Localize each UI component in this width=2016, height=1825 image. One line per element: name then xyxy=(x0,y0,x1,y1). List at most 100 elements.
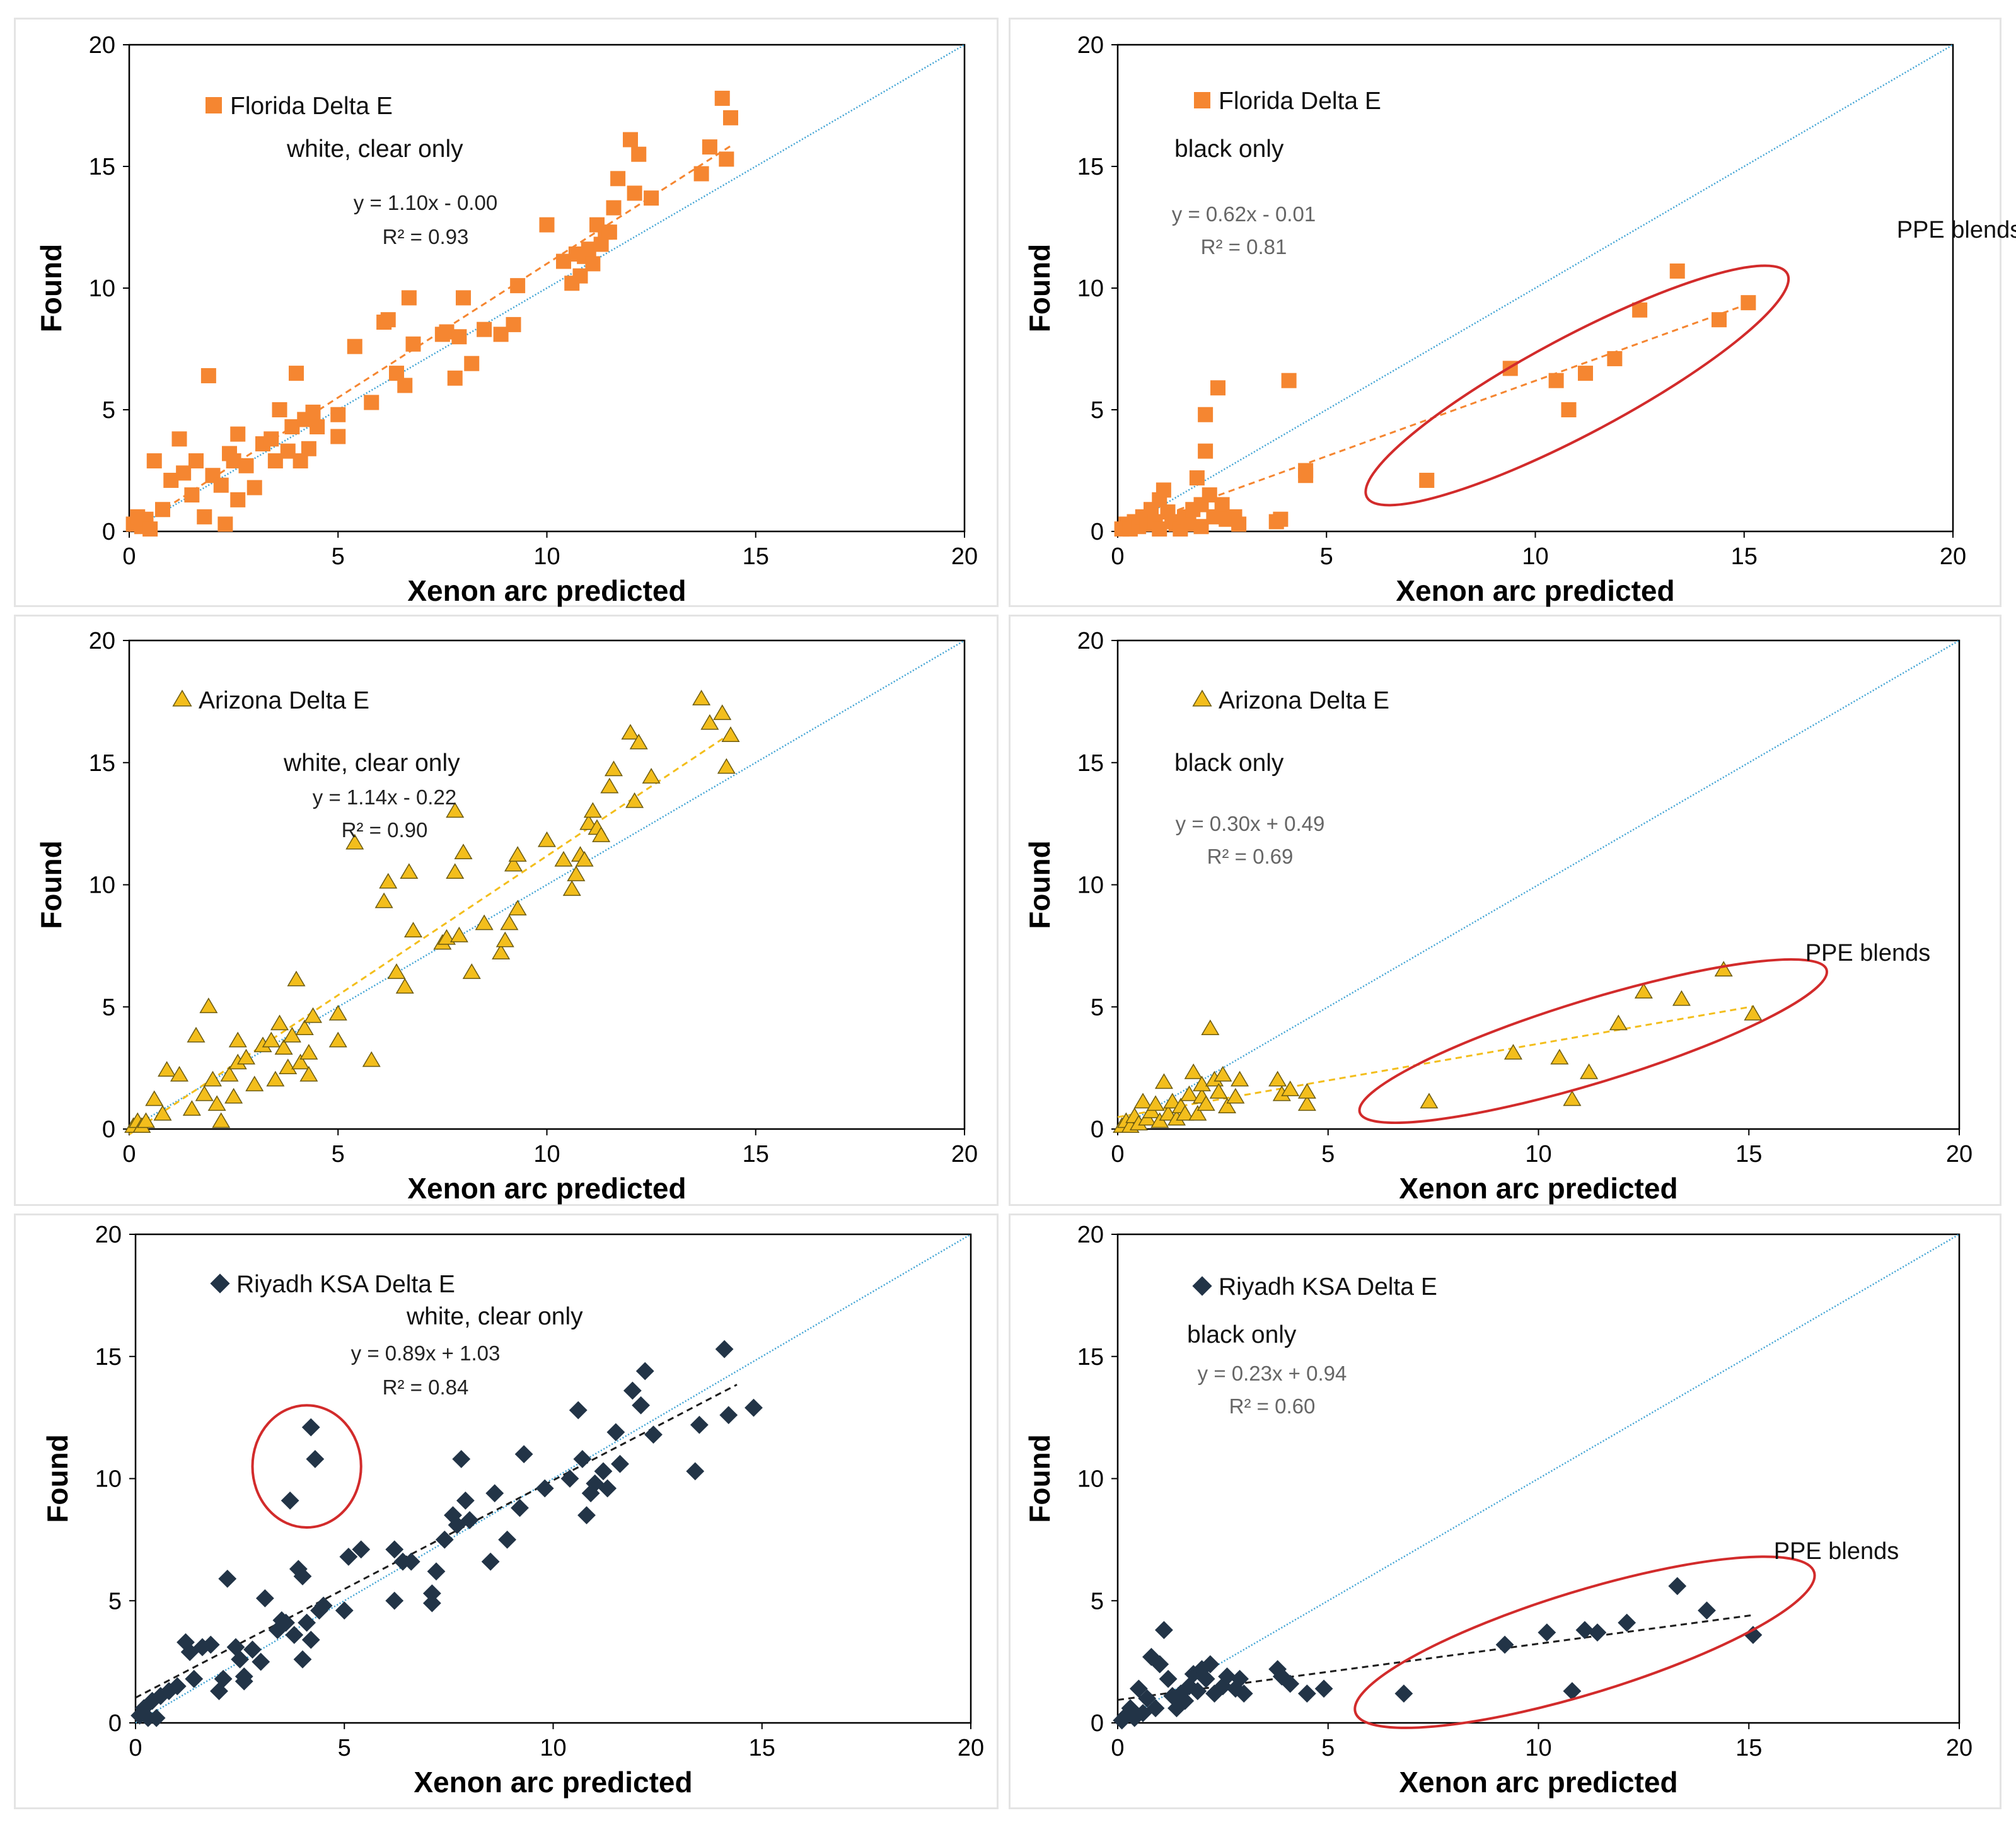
x-tick-label: 15 xyxy=(1735,1735,1762,1761)
data-point xyxy=(514,1445,533,1464)
data-point xyxy=(395,978,414,994)
y-tick-label: 10 xyxy=(1077,872,1104,899)
y-tick-label: 15 xyxy=(1077,1344,1104,1370)
data-point xyxy=(511,1498,529,1517)
data-point xyxy=(510,278,526,294)
data-point xyxy=(231,1650,250,1669)
legend-marker xyxy=(206,97,222,113)
y-tick-label: 0 xyxy=(1091,1116,1104,1143)
data-point xyxy=(625,792,644,808)
data-point xyxy=(212,1112,231,1128)
data-point xyxy=(266,1070,285,1087)
data-point xyxy=(145,1090,164,1106)
r-squared: R² = 0.90 xyxy=(342,818,428,842)
data-point xyxy=(635,1362,654,1381)
data-point xyxy=(721,726,740,742)
x-tick-label: 20 xyxy=(951,543,978,570)
data-point xyxy=(1214,1065,1232,1082)
legend-label: Arizona Delta E xyxy=(199,687,369,714)
data-point xyxy=(422,1584,441,1603)
data-point xyxy=(182,1100,201,1116)
data-point xyxy=(644,190,659,206)
x-axis-title: Xenon arc predicted xyxy=(414,1766,692,1799)
data-point xyxy=(537,831,557,847)
data-point xyxy=(1133,1092,1152,1109)
y-tick-label: 5 xyxy=(1091,397,1104,424)
y-axis-title: Found xyxy=(35,244,67,333)
data-point xyxy=(702,139,717,155)
legend: Florida Delta E xyxy=(1194,88,1381,115)
legend-label: Arizona Delta E xyxy=(1219,687,1389,714)
y-tick-label: 15 xyxy=(89,750,115,777)
data-point xyxy=(686,1462,705,1481)
y-tick-label: 0 xyxy=(1091,1710,1104,1737)
data-point xyxy=(1394,1684,1413,1703)
plot-area: 0 5 10 15 20 0 5 10 15 20 xyxy=(1077,628,1973,1167)
data-point xyxy=(184,487,200,503)
data-point xyxy=(1314,1679,1333,1698)
diagonal-line xyxy=(1117,43,1954,533)
y-tick-label: 0 xyxy=(1091,519,1104,545)
data-point xyxy=(1188,1104,1207,1121)
data-point xyxy=(1495,1635,1514,1654)
data-point xyxy=(274,1039,293,1055)
y-tick-label: 15 xyxy=(95,1344,122,1370)
legend-marker xyxy=(1192,1276,1212,1296)
data-point xyxy=(1231,1669,1249,1688)
data-point xyxy=(723,110,738,125)
data-point xyxy=(422,1594,441,1613)
data-point xyxy=(279,1058,298,1074)
data-point xyxy=(535,1479,554,1498)
y-axis-title: Found xyxy=(1023,840,1056,929)
subset-label: black only xyxy=(1174,750,1284,777)
riyadh-black-panel: 0 5 10 15 20 0 5 10 15 20 Xenon arc predicted Found… xyxy=(1009,1214,2002,1809)
data-point xyxy=(621,724,640,740)
x-tick-label: 5 xyxy=(332,543,345,570)
y-tick-label: 0 xyxy=(102,1116,115,1143)
data-point xyxy=(1744,1005,1763,1021)
data-point xyxy=(642,768,661,784)
data-point xyxy=(427,1562,446,1581)
data-point xyxy=(567,866,586,881)
r-squared: R² = 0.84 xyxy=(383,1376,469,1399)
data-point xyxy=(631,146,647,162)
data-point xyxy=(218,1569,237,1588)
data-point xyxy=(188,453,204,469)
data-point xyxy=(508,846,527,862)
data-point xyxy=(1163,1092,1182,1109)
data-point xyxy=(1268,1070,1287,1087)
data-point xyxy=(464,356,480,371)
data-point xyxy=(1668,1577,1687,1596)
data-point xyxy=(1672,990,1691,1006)
data-point xyxy=(623,1381,642,1400)
x-tick-label: 10 xyxy=(533,543,560,570)
data-point xyxy=(604,760,623,777)
data-point xyxy=(1155,1621,1173,1640)
y-tick-label: 5 xyxy=(1091,994,1104,1021)
x-tick-label: 0 xyxy=(122,1141,136,1167)
data-point xyxy=(293,1567,312,1585)
data-point xyxy=(301,441,316,456)
scatter-chart-florida-white: 0 5 10 15 20 0 5 10 15 20 Xenon arc predicted Found… xyxy=(35,32,978,607)
data-point xyxy=(1420,1092,1439,1109)
data-point xyxy=(385,1591,404,1610)
data-points xyxy=(125,90,738,537)
x-tick-label: 0 xyxy=(129,1735,142,1761)
data-point xyxy=(1184,1063,1203,1079)
y-tick-label: 20 xyxy=(89,32,115,59)
data-point xyxy=(573,1450,592,1468)
diagonal-line xyxy=(135,1233,971,1724)
y-tick-label: 15 xyxy=(1077,750,1104,777)
data-point xyxy=(629,733,648,750)
data-point xyxy=(387,963,406,979)
plot-area: 0 5 10 15 20 0 5 10 15 20 xyxy=(89,628,978,1167)
data-point xyxy=(585,256,601,272)
data-point xyxy=(1146,1699,1165,1718)
regression-equation: y = 0.89x + 1.03 xyxy=(351,1341,501,1365)
highlight-circle xyxy=(1353,1555,1816,1729)
x-tick-label: 20 xyxy=(1940,543,1966,570)
data-point xyxy=(1273,511,1289,527)
data-point xyxy=(1298,468,1314,484)
data-point xyxy=(402,1552,420,1571)
data-point xyxy=(1281,373,1297,388)
